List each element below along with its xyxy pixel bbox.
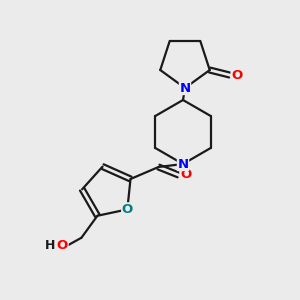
Text: O: O — [57, 239, 68, 252]
Text: H: H — [45, 239, 56, 252]
Text: N: N — [177, 158, 189, 170]
Text: O: O — [231, 68, 242, 82]
Text: O: O — [122, 203, 133, 216]
Text: O: O — [180, 169, 191, 182]
Text: N: N — [179, 82, 191, 94]
